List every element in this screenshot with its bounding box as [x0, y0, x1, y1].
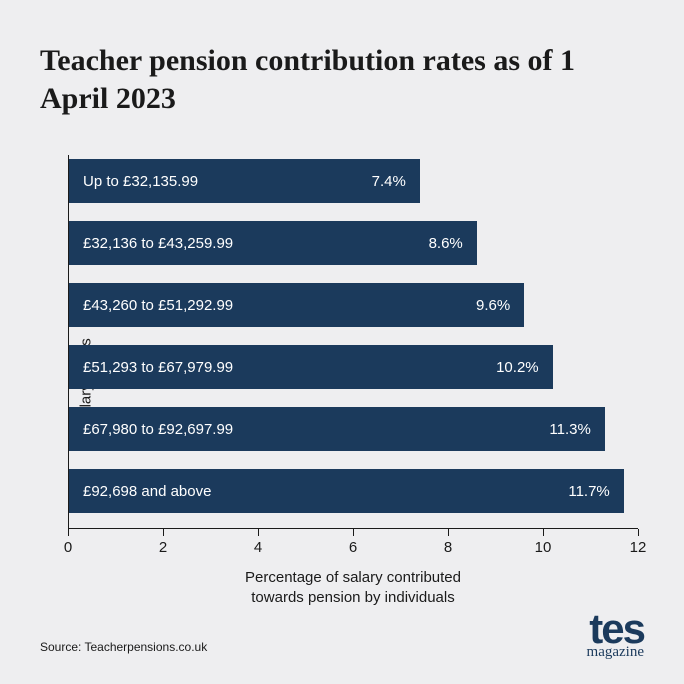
bar-category-label: Up to £32,135.99 — [83, 173, 198, 190]
x-tick — [163, 529, 164, 536]
bar-category-label: £51,293 to £67,979.99 — [83, 359, 233, 376]
source-text: Source: Teacherpensions.co.uk — [40, 640, 207, 654]
bar-row: £92,698 and above 11.7% — [69, 469, 638, 513]
chart-container: Teacher pension contribution rates as of… — [0, 0, 684, 684]
bar-value-label: 11.3% — [549, 421, 590, 438]
bar: £32,136 to £43,259.99 8.6% — [69, 221, 477, 265]
x-tick-label: 10 — [535, 539, 552, 556]
x-axis-label: Percentage of salary contributedtowards … — [68, 568, 638, 609]
bar-value-label: 7.4% — [372, 173, 406, 190]
logo-text-bottom: magazine — [587, 647, 644, 658]
bar-value-label: 8.6% — [429, 235, 463, 252]
x-tick — [638, 529, 639, 536]
x-tick-label: 0 — [64, 539, 72, 556]
chart-area: Salary bands Up to £32,135.997.4%£32,136… — [68, 155, 638, 609]
chart-title: Teacher pension contribution rates as of… — [40, 42, 644, 117]
x-tick — [258, 529, 259, 536]
bar-row: £67,980 to £92,697.99 11.3% — [69, 407, 638, 451]
x-tick — [543, 529, 544, 536]
x-axis: 024681012 — [68, 528, 638, 538]
bar: £51,293 to £67,979.99 10.2% — [69, 345, 553, 389]
bar-category-label: £92,698 and above — [83, 483, 211, 500]
x-tick — [353, 529, 354, 536]
publisher-logo: tes magazine — [587, 613, 644, 658]
x-tick-label: 4 — [254, 539, 262, 556]
bar: £43,260 to £51,292.99 9.6% — [69, 283, 524, 327]
bars-group: Up to £32,135.99 7.4% £32,136 to £43,259.9… — [68, 155, 638, 529]
bar: £67,980 to £92,697.99 11.3% — [69, 407, 605, 451]
bar-category-label: £43,260 to £51,292.99 — [83, 297, 233, 314]
x-tick-label: 6 — [349, 539, 357, 556]
bar-row: £51,293 to £67,979.99 10.2% — [69, 345, 638, 389]
x-tick-label: 12 — [630, 539, 647, 556]
x-tick-label: 8 — [444, 539, 452, 556]
bar-category-label: £32,136 to £43,259.99 — [83, 235, 233, 252]
bar-value-label: 11.7% — [568, 483, 609, 500]
x-tick — [448, 529, 449, 536]
bar-row: Up to £32,135.99 7.4% — [69, 159, 638, 203]
x-tick — [68, 529, 69, 536]
bar-row: £43,260 to £51,292.99 9.6% — [69, 283, 638, 327]
bar-value-label: 10.2% — [496, 359, 539, 376]
bar: Up to £32,135.99 7.4% — [69, 159, 420, 203]
bar-category-label: £67,980 to £92,697.99 — [83, 421, 233, 438]
bar-row: £32,136 to £43,259.99 8.6% — [69, 221, 638, 265]
x-tick-label: 2 — [159, 539, 167, 556]
bar: £92,698 and above 11.7% — [69, 469, 624, 513]
bar-value-label: 9.6% — [476, 297, 510, 314]
